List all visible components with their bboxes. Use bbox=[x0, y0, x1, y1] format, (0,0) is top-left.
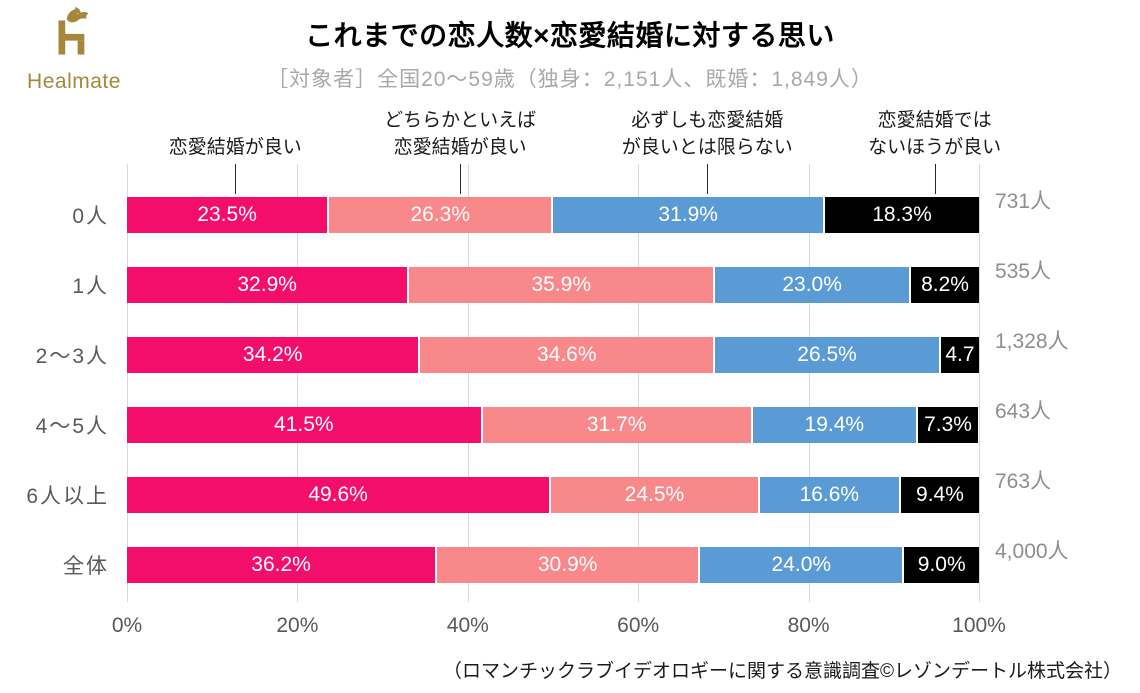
bar-segment-4: 9.4% bbox=[898, 477, 979, 513]
bar-track: 32.9% 35.9% 23.0% 8.2% bbox=[127, 267, 979, 303]
legend-label-line: どちらかといえば bbox=[384, 109, 537, 131]
category-label: 6人以上 bbox=[26, 485, 109, 508]
bar-segment-4: 8.2% bbox=[909, 267, 979, 303]
bar-segment-2: 34.6% bbox=[418, 337, 714, 373]
legend-label: 恋愛結婚が良い bbox=[169, 134, 302, 162]
chart-subtitle: ［対象者］全国20～59歳（独身：2,151人、既婚：1,849人） bbox=[267, 68, 873, 91]
title-block: これまでの恋人数×恋愛結婚に対する思い ［対象者］全国20～59歳（独身：2,1… bbox=[0, 0, 1140, 93]
legend-tick bbox=[934, 164, 936, 194]
bar-segment-3: 16.6% bbox=[757, 477, 899, 513]
bar-segment-3: 24.0% bbox=[698, 547, 903, 583]
x-axis-tick-label: 80% bbox=[787, 614, 830, 637]
legend-tick bbox=[707, 164, 709, 194]
category-label: 0人 bbox=[72, 205, 109, 228]
header: Healmate これまでの恋人数×恋愛結婚に対する思い ［対象者］全国20～5… bbox=[0, 0, 1140, 100]
legend-label-line: 恋愛結婚が良い bbox=[168, 137, 302, 159]
table-row: 4～5人 41.5% 31.7% 19.4% 7.3% 643人 bbox=[0, 390, 1140, 460]
bar-segment-1: 41.5% bbox=[127, 407, 481, 443]
bar-segment-4: 4.7 bbox=[938, 337, 979, 373]
legend-tick bbox=[460, 164, 462, 194]
bar-segment-1: 49.6% bbox=[127, 477, 550, 513]
legend-label-line: 必ずしも恋愛結婚 bbox=[631, 109, 784, 131]
legend-label-line: 恋愛結婚では bbox=[877, 109, 992, 131]
table-row: 全体 36.2% 30.9% 24.0% 9.0% 4,000人 bbox=[0, 530, 1140, 600]
chart-title: これまでの恋人数×恋愛結婚に対する思い bbox=[305, 20, 835, 51]
bar-segment-1: 36.2% bbox=[127, 547, 436, 583]
bar-segment-4: 7.3% bbox=[915, 407, 979, 443]
bar-segment-1: 34.2% bbox=[127, 337, 419, 373]
x-axis: 0% 20% 40% 60% 80% 100% bbox=[112, 614, 1006, 648]
count-label: 4,000人 bbox=[995, 540, 1069, 563]
count-label: 763人 bbox=[995, 470, 1052, 493]
table-row: 2～3人 34.2% 34.6% 26.5% 4.7 1,328人 bbox=[0, 320, 1140, 390]
legend-label: 恋愛結婚では ないほうが良い bbox=[868, 107, 1001, 162]
bar-segment-3: 31.9% bbox=[551, 197, 824, 233]
bar-segment-4: 18.3% bbox=[823, 197, 979, 233]
bar-segment-1: 32.9% bbox=[127, 267, 408, 303]
legend-label-line: が良いとは限らない bbox=[621, 137, 793, 159]
category-label: 全体 bbox=[63, 555, 109, 578]
chart-rows: 0人 23.5% 26.3% 31.9% 18.3% 731人 1人 32.9% 35.9% 23… bbox=[0, 164, 1140, 602]
bar-segment-1: 23.5% bbox=[127, 197, 328, 233]
table-row: 0人 23.5% 26.3% 31.9% 18.3% 731人 bbox=[0, 180, 1140, 250]
bar-segment-2: 31.7% bbox=[480, 407, 751, 443]
healmate-logo: Healmate bbox=[16, 6, 132, 94]
table-row: 1人 32.9% 35.9% 23.0% 8.2% 535人 bbox=[0, 250, 1140, 320]
count-label: 1,328人 bbox=[995, 330, 1069, 353]
source-note: （ロマンチックラブイデオロギーに関する意識調査©レゾンデートル株式会社） bbox=[442, 661, 1122, 682]
legend: 恋愛結婚が良い どちらかといえば 恋愛結婚が良い 必ずしも恋愛結婚 が良いとは限らない恋… bbox=[127, 100, 1001, 194]
x-axis-tick-label: 20% bbox=[276, 614, 319, 637]
bar-track: 23.5% 26.3% 31.9% 18.3% bbox=[127, 197, 979, 233]
count-label: 643人 bbox=[995, 400, 1052, 423]
legend-label: どちらかといえば 恋愛結婚が良い bbox=[384, 107, 536, 162]
x-axis-tick-label: 100% bbox=[952, 614, 1006, 637]
category-label: 1人 bbox=[72, 275, 109, 298]
bar-segment-3: 19.4% bbox=[750, 407, 916, 443]
legend-label: 必ずしも恋愛結婚 が良いとは限らない bbox=[622, 107, 793, 162]
bar-track: 36.2% 30.9% 24.0% 9.0% bbox=[127, 547, 979, 583]
bar-track: 49.6% 24.5% 16.6% 9.4% bbox=[127, 477, 979, 513]
x-axis-tick-label: 60% bbox=[617, 614, 660, 637]
category-label: 2～3人 bbox=[35, 345, 109, 368]
category-label: 4～5人 bbox=[35, 415, 109, 438]
x-axis-tick-label: 40% bbox=[446, 614, 489, 637]
bar-segment-2: 24.5% bbox=[549, 477, 758, 513]
bar-segment-3: 26.5% bbox=[713, 337, 939, 373]
x-axis-tick-label: 0% bbox=[111, 614, 143, 637]
bar-segment-2: 26.3% bbox=[327, 197, 552, 233]
bar-track: 41.5% 31.7% 19.4% 7.3% bbox=[127, 407, 979, 443]
bird-chair-icon bbox=[58, 7, 89, 55]
legend-label-line: 恋愛結婚が良い bbox=[393, 137, 527, 159]
count-label: 535人 bbox=[995, 260, 1052, 283]
bar-segment-3: 23.0% bbox=[713, 267, 910, 303]
logo-text: Healmate bbox=[27, 70, 121, 93]
legend-tick bbox=[235, 164, 237, 194]
bar-segment-2: 30.9% bbox=[435, 547, 699, 583]
bar-track: 34.2% 34.6% 26.5% 4.7 bbox=[127, 337, 979, 373]
bar-segment-4: 9.0% bbox=[902, 547, 979, 583]
count-label: 731人 bbox=[995, 190, 1052, 213]
legend-label-line: ないほうが良い bbox=[868, 137, 1002, 159]
table-row: 6人以上 49.6% 24.5% 16.6% 9.4% 763人 bbox=[0, 460, 1140, 530]
bar-segment-2: 35.9% bbox=[407, 267, 714, 303]
